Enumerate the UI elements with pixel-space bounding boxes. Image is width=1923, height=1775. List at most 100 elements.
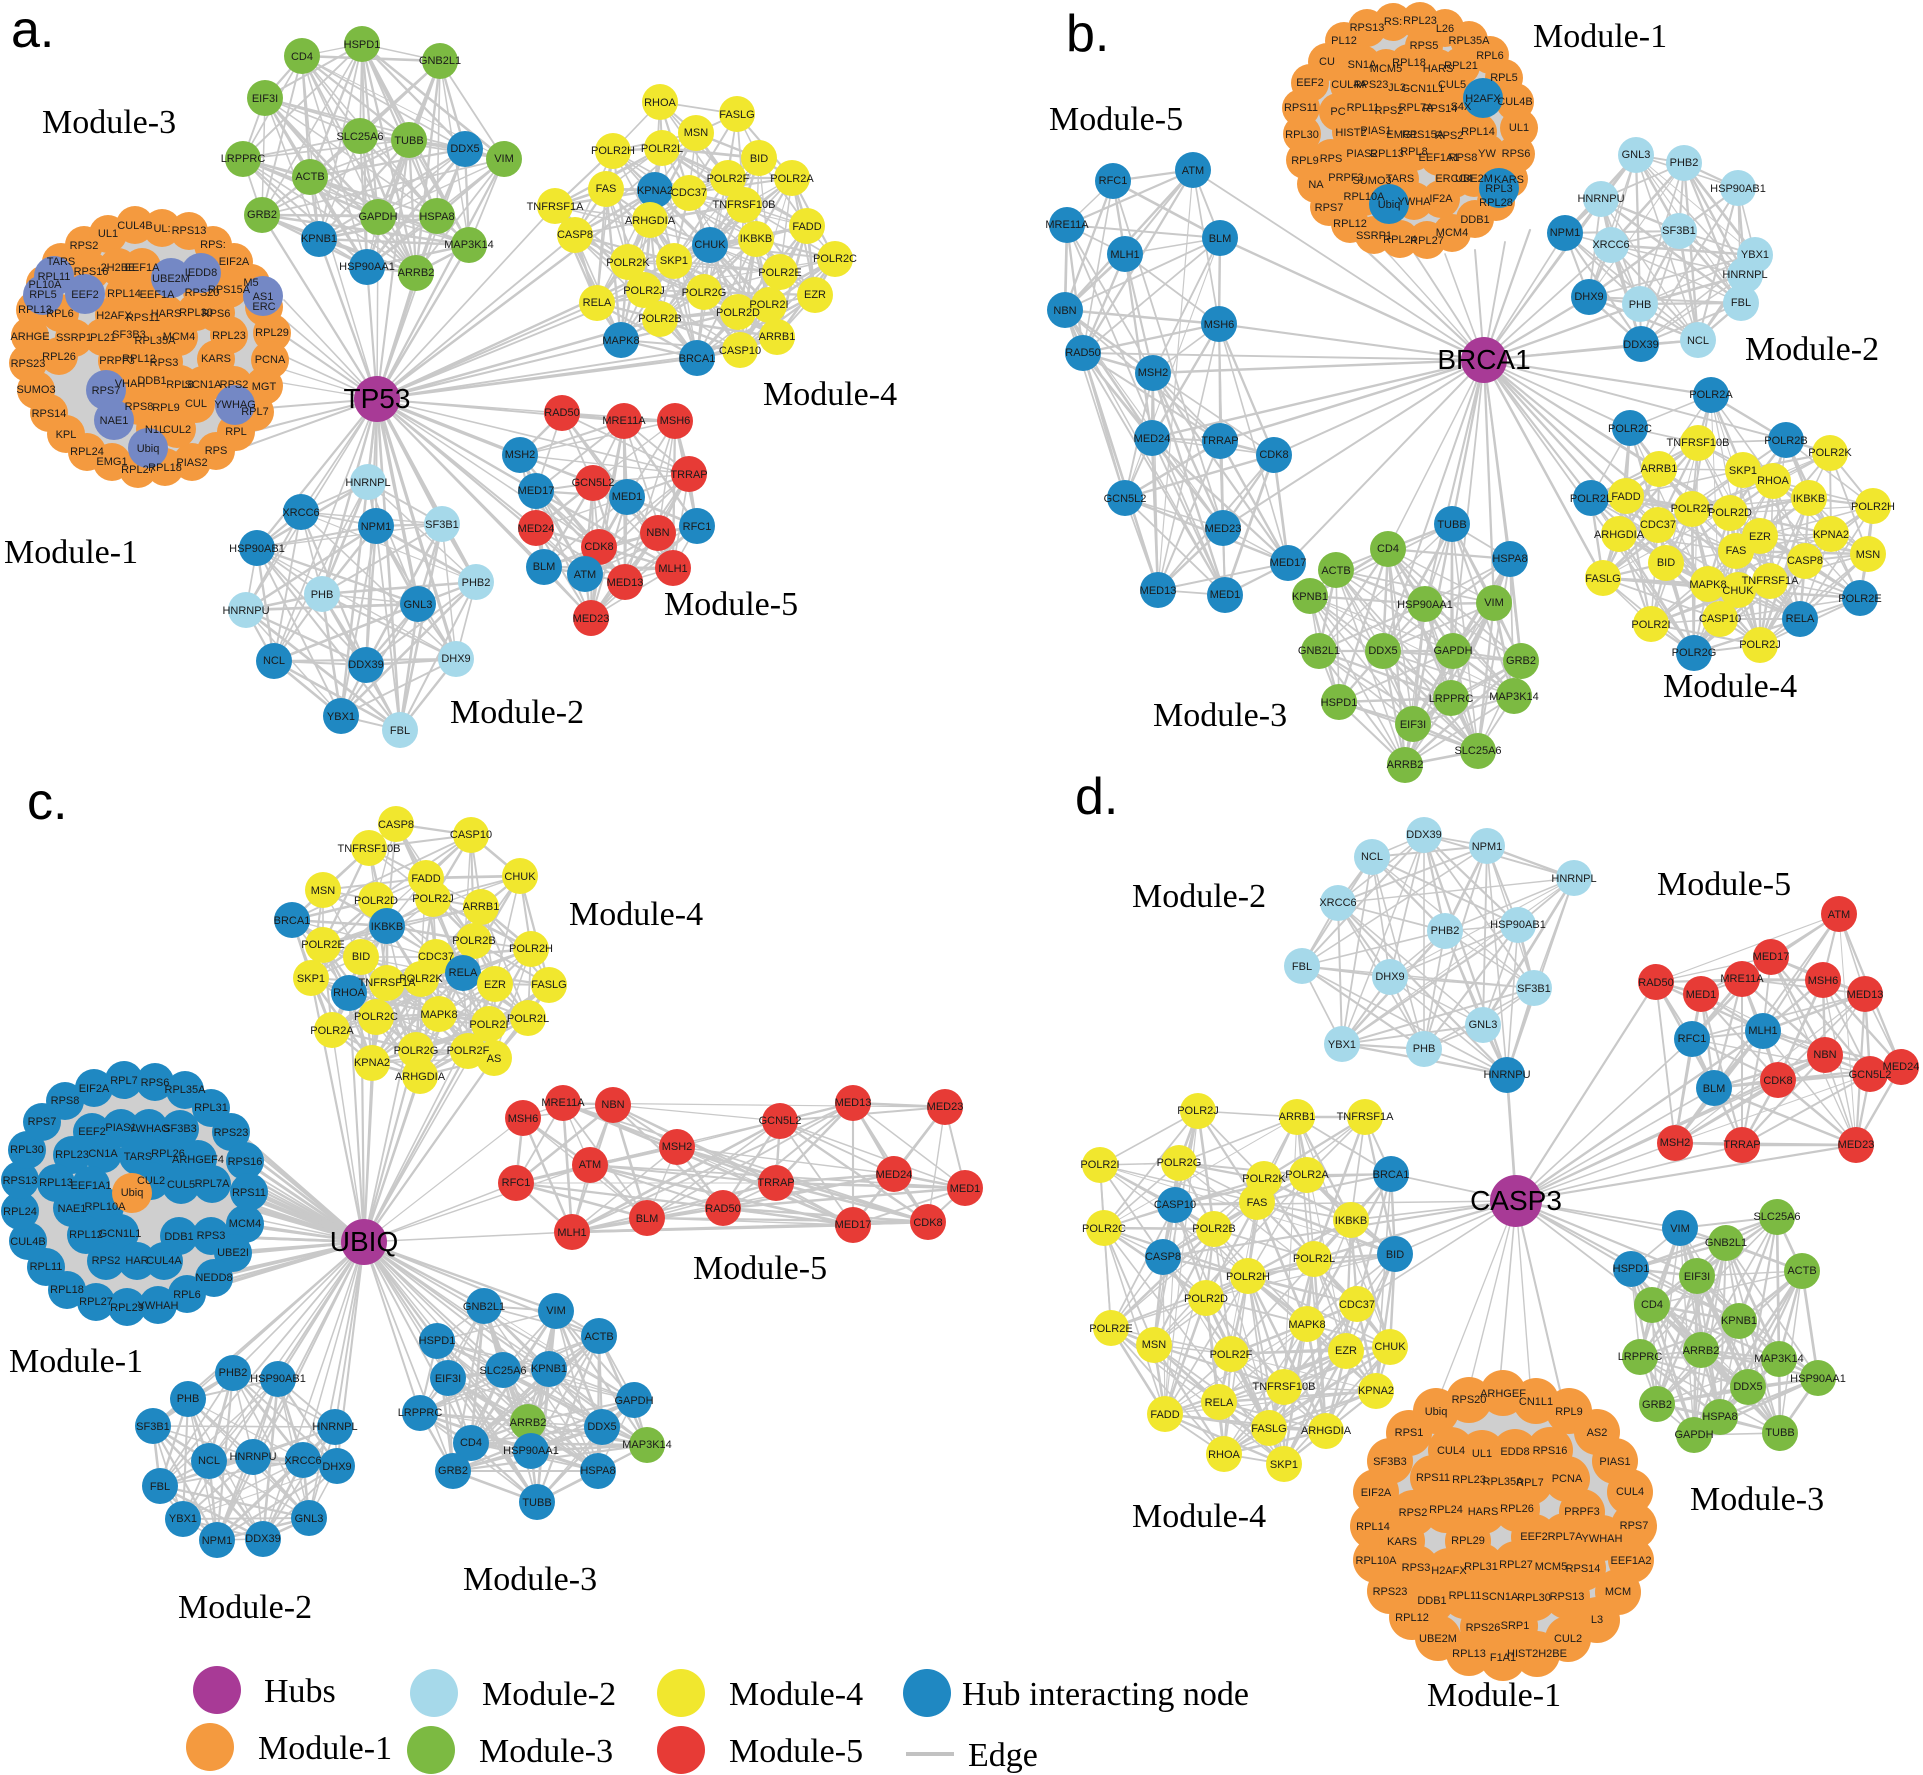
svg-text:RPL24: RPL24 bbox=[1383, 234, 1417, 246]
svg-text:POLR2H: POLR2H bbox=[1851, 501, 1895, 513]
svg-text:ARHGDIA: ARHGDIA bbox=[1301, 1425, 1352, 1437]
svg-text:BID: BID bbox=[1386, 1249, 1404, 1261]
svg-text:TUBB: TUBB bbox=[1765, 1427, 1794, 1439]
svg-text:CUL: CUL bbox=[185, 398, 207, 410]
svg-text:KPL: KPL bbox=[56, 429, 77, 441]
svg-text:RPS23: RPS23 bbox=[11, 358, 46, 370]
svg-text:YWHAG: YWHAG bbox=[214, 399, 256, 411]
svg-text:RPL9: RPL9 bbox=[152, 402, 180, 414]
svg-text:HNRNPL: HNRNPL bbox=[1551, 873, 1596, 885]
svg-text:RPL29: RPL29 bbox=[1451, 1535, 1485, 1547]
svg-text:SKP1: SKP1 bbox=[297, 973, 325, 985]
svg-text:HNRNPL: HNRNPL bbox=[312, 1421, 357, 1433]
svg-text:RPL6: RPL6 bbox=[1476, 50, 1504, 62]
svg-text:RPL6: RPL6 bbox=[46, 308, 74, 320]
svg-text:RPS23: RPS23 bbox=[1373, 1586, 1408, 1598]
svg-text:NCL: NCL bbox=[1687, 335, 1709, 347]
svg-text:GNL3: GNL3 bbox=[295, 1513, 324, 1525]
svg-text:ATM: ATM bbox=[1182, 165, 1204, 177]
svg-text:MRE11A: MRE11A bbox=[541, 1097, 585, 1109]
svg-text:BLM: BLM bbox=[533, 561, 556, 573]
svg-text:HSP90AA1: HSP90AA1 bbox=[1397, 599, 1453, 611]
svg-text:RPS16: RPS16 bbox=[1533, 1445, 1568, 1457]
svg-text:YW: YW bbox=[1478, 148, 1496, 160]
svg-text:RPS6: RPS6 bbox=[1502, 148, 1531, 160]
svg-text:RPL12: RPL12 bbox=[69, 1229, 103, 1241]
svg-text:RPS2: RPS2 bbox=[1399, 1507, 1428, 1519]
svg-text:RPL14: RPL14 bbox=[1461, 126, 1495, 138]
svg-text:CASP10: CASP10 bbox=[1154, 1199, 1196, 1211]
svg-text:RHOA: RHOA bbox=[1757, 475, 1789, 487]
svg-text:Edge: Edge bbox=[968, 1737, 1038, 1774]
svg-text:RPS2: RPS2 bbox=[1375, 105, 1404, 117]
svg-text:RPL18: RPL18 bbox=[148, 462, 182, 474]
svg-text:EEF1A: EEF1A bbox=[125, 262, 161, 274]
svg-text:RPS20: RPS20 bbox=[1452, 1394, 1487, 1406]
svg-text:LRPPRC: LRPPRC bbox=[221, 153, 266, 165]
svg-text:RPS8: RPS8 bbox=[51, 1095, 80, 1107]
svg-text:RPS7: RPS7 bbox=[28, 1116, 57, 1128]
svg-text:RPL8: RPL8 bbox=[1400, 146, 1428, 158]
svg-text:SLC25A6: SLC25A6 bbox=[479, 1365, 526, 1377]
svg-text:CASP10: CASP10 bbox=[719, 345, 761, 357]
svg-text:EIF3I: EIF3I bbox=[1400, 719, 1426, 731]
svg-text:GNB2L1: GNB2L1 bbox=[1298, 645, 1340, 657]
svg-text:ERCC4: ERCC4 bbox=[1435, 173, 1472, 185]
svg-text:XRCC6: XRCC6 bbox=[282, 507, 319, 519]
svg-text:RFC1: RFC1 bbox=[502, 1177, 531, 1189]
svg-text:RPS11: RPS11 bbox=[126, 312, 160, 324]
svg-text:MAPK8: MAPK8 bbox=[1689, 579, 1726, 591]
svg-text:NCL: NCL bbox=[198, 1455, 220, 1467]
svg-text:POLR2A: POLR2A bbox=[1285, 1169, 1329, 1181]
svg-text:ARRB1: ARRB1 bbox=[1279, 1111, 1316, 1123]
svg-text:PC: PC bbox=[1330, 106, 1345, 118]
svg-text:Hub interacting node: Hub interacting node bbox=[962, 1676, 1249, 1713]
svg-text:EEF1A: EEF1A bbox=[140, 289, 176, 301]
svg-text:EIF3I: EIF3I bbox=[252, 93, 278, 105]
svg-text:POLR2B: POLR2B bbox=[1764, 435, 1807, 447]
svg-text:XRCC6: XRCC6 bbox=[1319, 897, 1356, 909]
svg-text:NEDD8: NEDD8 bbox=[195, 1272, 232, 1284]
svg-text:EZR: EZR bbox=[804, 289, 826, 301]
svg-text:CASP8: CASP8 bbox=[1787, 555, 1823, 567]
svg-text:PCNA: PCNA bbox=[1552, 1473, 1583, 1485]
svg-text:HSP90AB1: HSP90AB1 bbox=[250, 1373, 306, 1385]
svg-text:H2AFX: H2AFX bbox=[1465, 93, 1501, 105]
svg-text:CASP8: CASP8 bbox=[557, 229, 593, 241]
svg-text:HSPA8: HSPA8 bbox=[1702, 1411, 1737, 1423]
svg-text:AS1: AS1 bbox=[253, 291, 274, 303]
svg-text:GAPDH: GAPDH bbox=[1674, 1429, 1713, 1441]
svg-text:BRCA1: BRCA1 bbox=[1437, 344, 1530, 375]
svg-text:EIF2A: EIF2A bbox=[219, 256, 250, 268]
svg-text:PIAS2: PIAS2 bbox=[1346, 148, 1377, 160]
svg-text:MED23: MED23 bbox=[927, 1101, 964, 1113]
svg-text:POLR2J: POLR2J bbox=[412, 893, 454, 905]
svg-text:Hubs: Hubs bbox=[264, 1673, 336, 1710]
svg-text:SUMO3: SUMO3 bbox=[1352, 175, 1391, 187]
svg-text:RPS14: RPS14 bbox=[1423, 103, 1458, 115]
svg-text:MED13: MED13 bbox=[835, 1097, 872, 1109]
svg-text:NBN: NBN bbox=[1813, 1049, 1836, 1061]
svg-text:KPNA2: KPNA2 bbox=[1813, 529, 1849, 541]
svg-text:CUL4: CUL4 bbox=[1437, 1445, 1465, 1457]
svg-text:RPL24: RPL24 bbox=[1429, 1504, 1463, 1516]
svg-text:MCM4: MCM4 bbox=[1436, 227, 1468, 239]
svg-text:POLR2J: POLR2J bbox=[1177, 1105, 1219, 1117]
svg-text:HSPA8: HSPA8 bbox=[419, 211, 454, 223]
svg-text:MRE11A: MRE11A bbox=[602, 415, 646, 427]
svg-text:SRP1: SRP1 bbox=[1501, 1620, 1530, 1632]
svg-text:FBL: FBL bbox=[390, 725, 410, 737]
svg-text:RHOA: RHOA bbox=[644, 97, 676, 109]
svg-text:POLR2C: POLR2C bbox=[1608, 423, 1652, 435]
svg-text:CUL5: CUL5 bbox=[167, 1179, 195, 1191]
svg-text:TRRAP: TRRAP bbox=[1723, 1139, 1760, 1151]
svg-text:CUL5: CUL5 bbox=[1438, 79, 1466, 91]
svg-text:EEF2: EEF2 bbox=[78, 1126, 106, 1138]
svg-text:POLR2E: POLR2E bbox=[301, 939, 344, 951]
svg-text:NPM1: NPM1 bbox=[202, 1535, 233, 1547]
svg-text:RPL7A: RPL7A bbox=[1548, 1531, 1584, 1543]
svg-text:MED17: MED17 bbox=[1270, 557, 1307, 569]
svg-text:YWHAG: YWHAG bbox=[128, 1123, 170, 1135]
svg-text:GRB2: GRB2 bbox=[438, 1465, 468, 1477]
svg-text:RPL7: RPL7 bbox=[110, 1075, 138, 1087]
